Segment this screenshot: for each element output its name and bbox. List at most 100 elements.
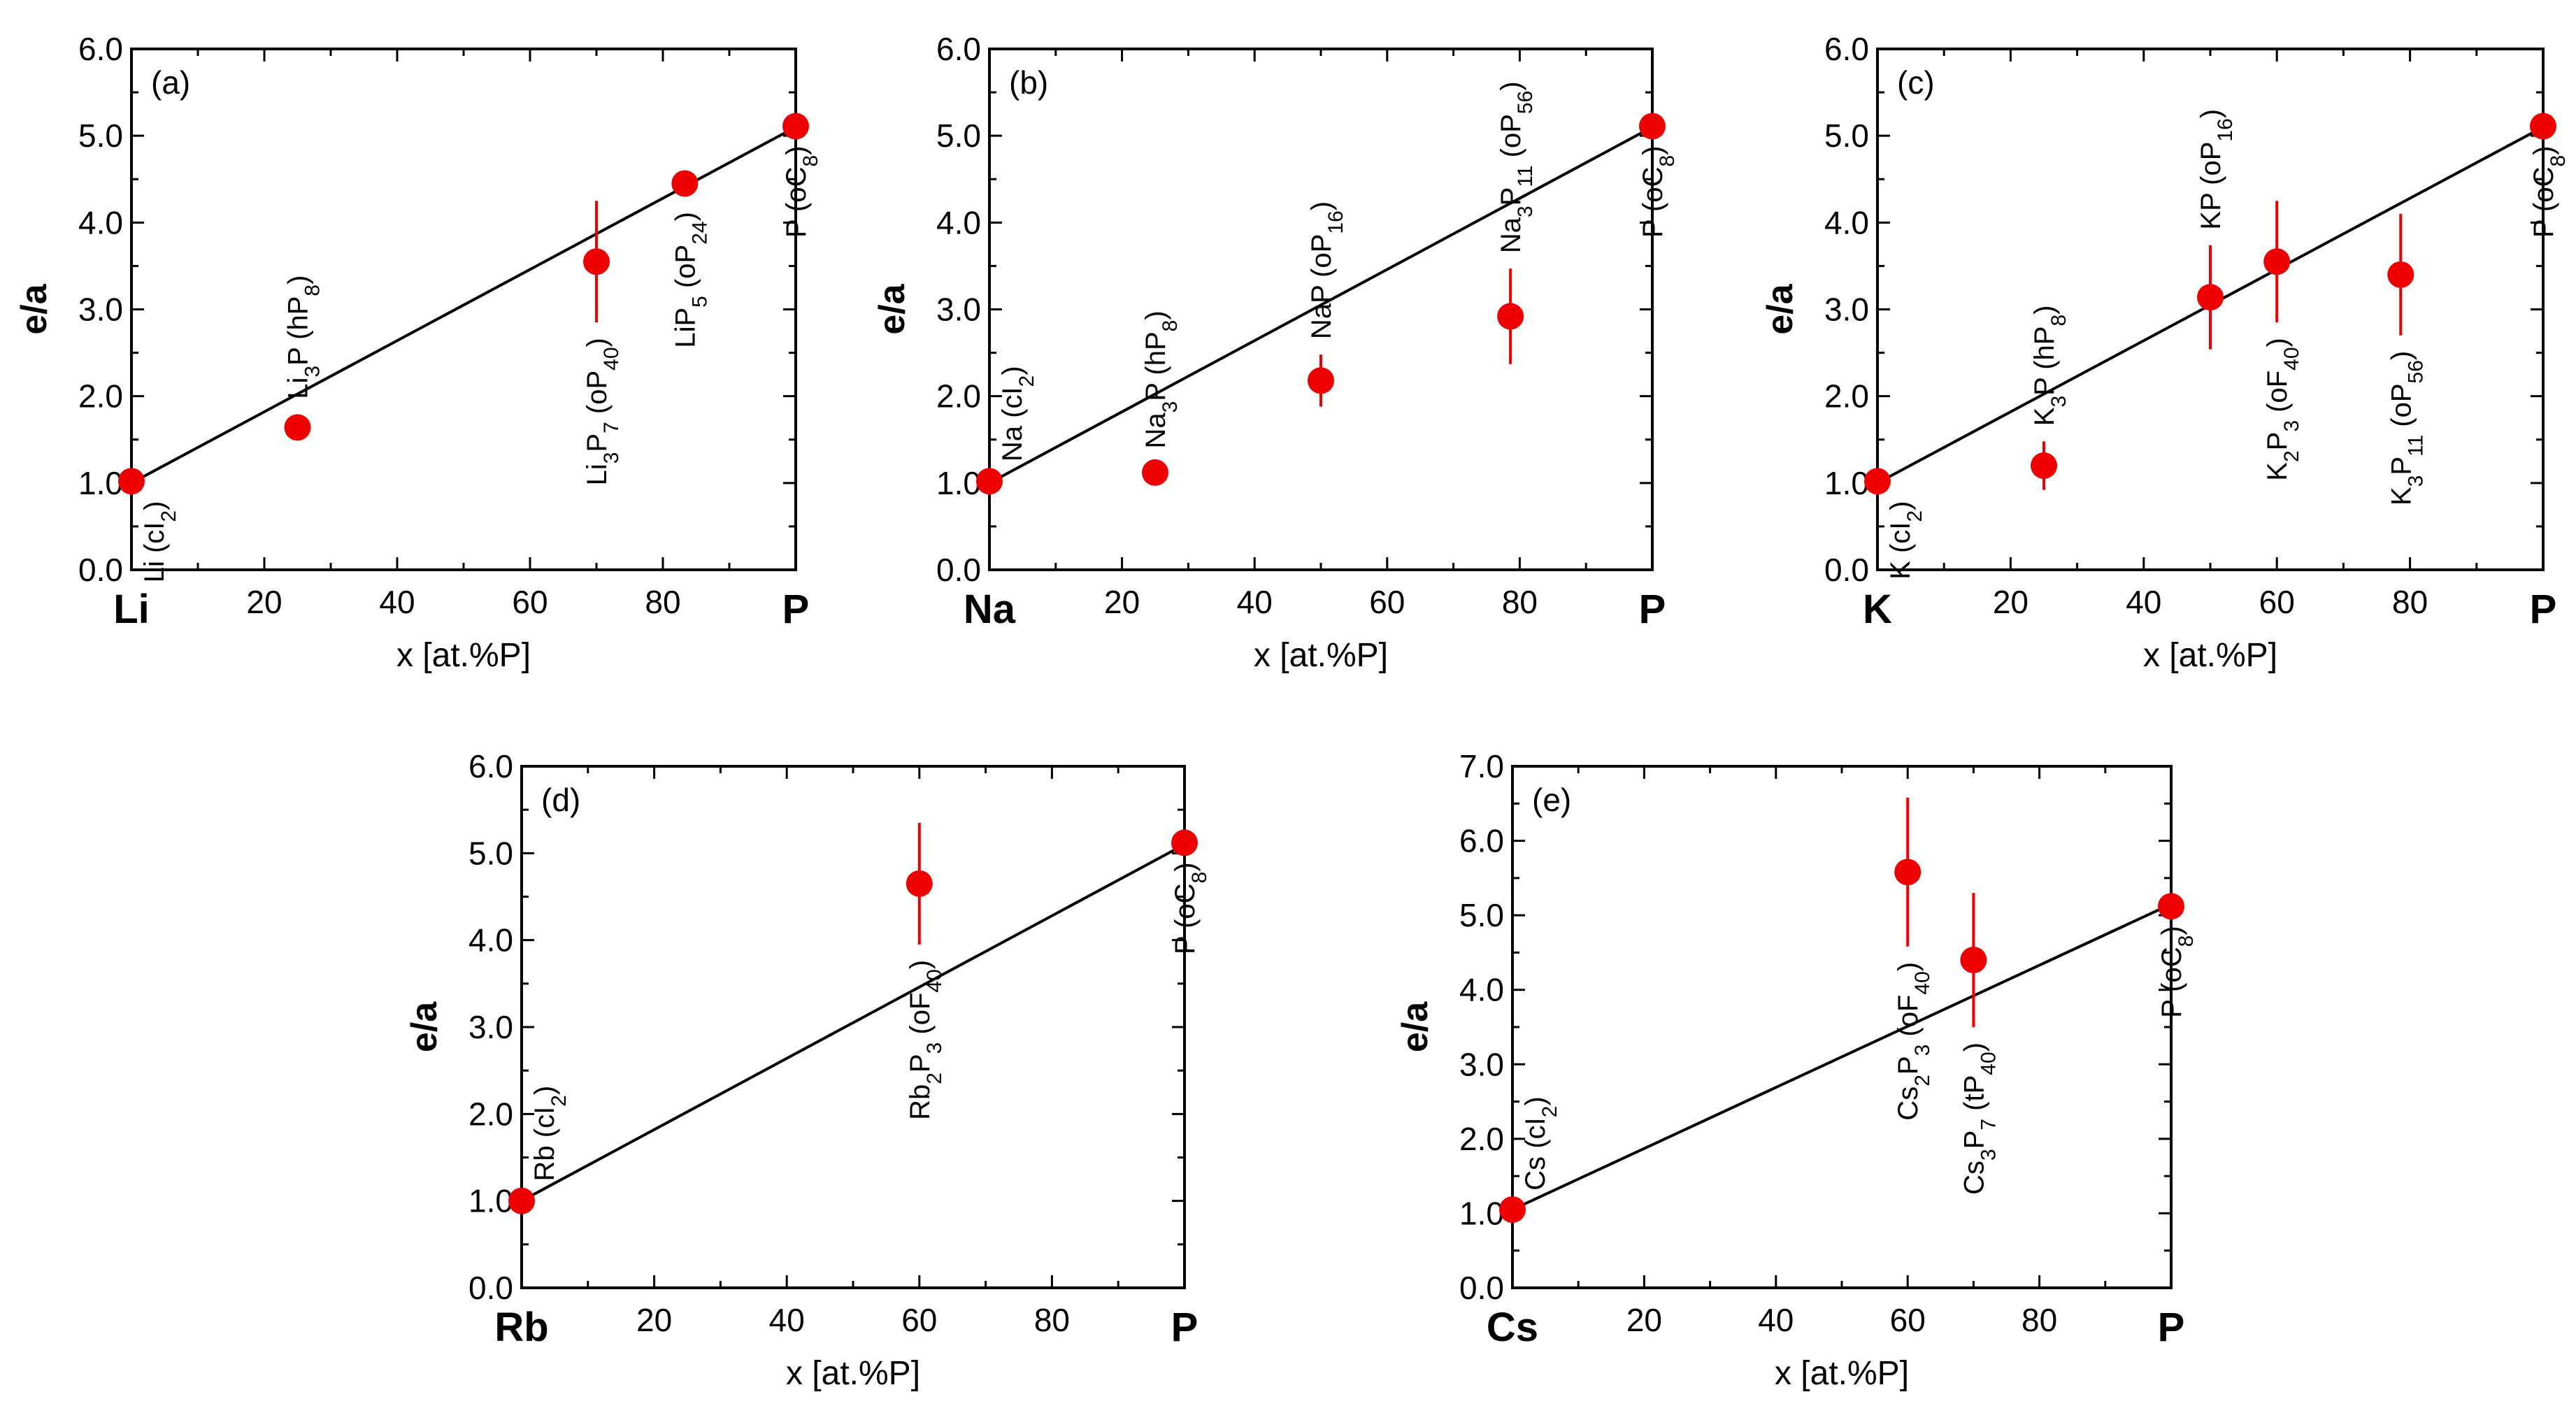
phase-label: LiP5 (oP24) bbox=[670, 212, 711, 348]
data-point bbox=[2530, 113, 2556, 140]
data-point bbox=[2387, 261, 2414, 288]
y-tick-label: 4.0 bbox=[468, 922, 513, 959]
y-tick-label: 2.0 bbox=[468, 1096, 513, 1132]
x-tick-label: 20 bbox=[246, 584, 282, 620]
phase-label: Na3P (hP8) bbox=[1140, 310, 1182, 448]
y-tick-label: 0.0 bbox=[78, 552, 123, 588]
x-end-label-phosphorus: P bbox=[1639, 587, 1666, 632]
y-tick-label: 0.0 bbox=[1459, 1270, 1504, 1306]
data-point bbox=[2031, 452, 2057, 479]
y-tick-label: 7.0 bbox=[1459, 748, 1504, 784]
linear-fit-line bbox=[521, 843, 1185, 1203]
data-point bbox=[1308, 367, 1334, 394]
panel-d: 0.0 1.0 2.0 3.0 4.0 5.0 6.0 20 40 60 80 Rb Px [at.%P… bbox=[404, 748, 1211, 1392]
data-point bbox=[1960, 947, 1987, 974]
x-tick-label: 80 bbox=[1502, 584, 1538, 620]
phase-label: P (oC8) bbox=[2156, 926, 2198, 1018]
y-tick-label: 0.0 bbox=[1824, 552, 1869, 588]
y-tick-label: 4.0 bbox=[78, 204, 123, 241]
phase-label: K3P (hP8) bbox=[2029, 306, 2070, 426]
y-tick-label: 6.0 bbox=[1459, 823, 1504, 859]
y-tick-label: 3.0 bbox=[1824, 292, 1869, 328]
y-tick-label: 5.0 bbox=[936, 117, 981, 154]
y-tick-label: 1.0 bbox=[78, 465, 123, 501]
phase-label: P (oC8) bbox=[1638, 146, 1679, 238]
x-tick-label: 20 bbox=[1626, 1302, 1662, 1338]
linear-fit-line bbox=[1512, 903, 2172, 1211]
x-tick-label: 60 bbox=[2259, 584, 2295, 620]
panel-c: 0.0 1.0 2.0 3.0 4.0 5.0 6.0 20 40 60 80 K Px [at.%P]… bbox=[1760, 31, 2570, 674]
y-tick-label: 4.0 bbox=[1824, 204, 1869, 241]
y-axis-label: e/a bbox=[14, 283, 55, 334]
y-tick-label: 0.0 bbox=[468, 1270, 513, 1306]
y-tick-label: 1.0 bbox=[1824, 465, 1869, 501]
x-axis-label: x [at.%P] bbox=[1254, 637, 1388, 674]
plot-frame bbox=[520, 765, 1186, 1289]
panel-a: 0.0 1.0 2.0 3.0 4.0 5.0 6.0 20 40 60 80 Li Px [at.%P… bbox=[14, 31, 822, 674]
x-axis-label: x [at.%P] bbox=[2143, 637, 2277, 674]
phase-label: P (oC8) bbox=[1170, 862, 1211, 954]
panel-b: 0.0 1.0 2.0 3.0 4.0 5.0 6.0 20 40 60 80 Na Px [at.%P… bbox=[872, 31, 1679, 674]
y-tick-label: 3.0 bbox=[1459, 1046, 1504, 1082]
phase-label: Li3P7 (oP40) bbox=[582, 338, 623, 485]
y-tick-label: 1.0 bbox=[468, 1183, 513, 1219]
x-tick-label: 60 bbox=[1369, 584, 1405, 620]
x-end-label-phosphorus: P bbox=[782, 587, 810, 632]
x-end-label-metal: Na bbox=[964, 587, 1016, 632]
y-tick-label: 2.0 bbox=[1459, 1121, 1504, 1157]
x-tick-label: 40 bbox=[769, 1302, 805, 1338]
x-tick-label: 40 bbox=[1758, 1302, 1794, 1338]
y-tick-label: 2.0 bbox=[1824, 378, 1869, 415]
phase-label: Li (cI2) bbox=[139, 501, 180, 583]
x-end-label-phosphorus: P bbox=[1171, 1305, 1198, 1350]
data-point bbox=[782, 113, 809, 140]
data-point bbox=[906, 870, 933, 897]
x-end-label-metal: Rb bbox=[494, 1305, 548, 1350]
y-tick-label: 1.0 bbox=[1459, 1195, 1504, 1231]
y-tick-label: 2.0 bbox=[78, 378, 123, 415]
x-end-label-phosphorus: P bbox=[2158, 1305, 2185, 1350]
x-tick-label: 20 bbox=[636, 1302, 672, 1338]
phase-label: Na3P11 (oP56) bbox=[1496, 81, 1537, 253]
data-point bbox=[1894, 859, 1922, 886]
data-point bbox=[1499, 1196, 1526, 1224]
data-point bbox=[671, 170, 699, 197]
y-tick-label: 5.0 bbox=[1824, 117, 1869, 154]
y-tick-label: 1.0 bbox=[936, 465, 981, 501]
data-point bbox=[1639, 113, 1666, 140]
x-tick-label: 80 bbox=[2022, 1302, 2057, 1338]
x-tick-label: 40 bbox=[379, 584, 415, 620]
phase-label: K2P3 (oF40) bbox=[2262, 338, 2303, 481]
y-tick-label: 3.0 bbox=[468, 1009, 513, 1045]
x-tick-label: 80 bbox=[2392, 584, 2428, 620]
x-axis-label: x [at.%P] bbox=[396, 637, 531, 674]
phase-label: Na (cI2) bbox=[997, 366, 1038, 461]
y-axis-label: e/a bbox=[404, 1001, 445, 1052]
phase-label: Cs3P7 (tP40) bbox=[1959, 1042, 2000, 1195]
y-tick-label: 6.0 bbox=[468, 748, 513, 784]
phase-label: Cs (cI2) bbox=[1520, 1096, 1561, 1190]
x-tick-label: 60 bbox=[1890, 1302, 1926, 1338]
x-end-label-metal: Cs bbox=[1487, 1305, 1538, 1350]
x-axis-label: x [at.%P] bbox=[786, 1355, 920, 1392]
y-tick-label: 2.0 bbox=[936, 378, 981, 415]
panel-label: (a) bbox=[151, 64, 190, 101]
y-tick-label: 6.0 bbox=[936, 31, 981, 67]
data-point bbox=[2197, 284, 2224, 311]
y-axis-label: e/a bbox=[872, 283, 913, 334]
panel-label: (b) bbox=[1009, 64, 1048, 101]
data-point bbox=[2263, 248, 2291, 275]
panel-label: (e) bbox=[1532, 782, 1571, 818]
x-tick-label: 40 bbox=[2126, 584, 2161, 620]
linear-fit-line bbox=[989, 125, 1653, 485]
data-point bbox=[2158, 893, 2184, 920]
phase-label: Rb2P3 (oF40) bbox=[905, 960, 946, 1120]
panel-label: (c) bbox=[1897, 64, 1935, 101]
x-end-label-phosphorus: P bbox=[2530, 587, 2557, 632]
y-tick-label: 0.0 bbox=[936, 552, 981, 588]
panel-label: (d) bbox=[541, 782, 580, 818]
data-point bbox=[1864, 468, 1891, 495]
x-tick-label: 80 bbox=[1034, 1302, 1070, 1338]
y-tick-label: 5.0 bbox=[468, 835, 513, 871]
